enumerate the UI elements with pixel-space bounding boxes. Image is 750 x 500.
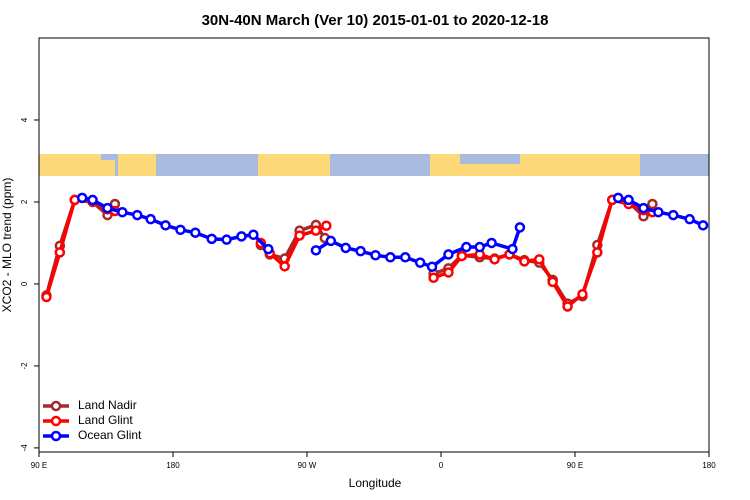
series-point — [474, 241, 485, 253]
y-tick-label: 4 — [20, 117, 29, 122]
series-point — [321, 220, 332, 231]
legend-label: Ocean Glint — [78, 428, 142, 442]
legend-label: Land Nadir — [78, 398, 137, 412]
chart-title: 30N-40N March (Ver 10) 2015-01-01 to 202… — [202, 12, 549, 29]
series-point — [577, 288, 588, 300]
x-axis-label: Longitude — [349, 476, 402, 490]
series-point — [400, 252, 411, 263]
series-point — [443, 249, 454, 260]
x-tick-label: 180 — [702, 461, 716, 470]
series-point — [160, 220, 171, 231]
series-point — [507, 243, 518, 255]
series-point — [117, 206, 128, 218]
series-point — [456, 250, 468, 262]
legend-marker — [50, 400, 62, 412]
series-point — [426, 261, 438, 272]
x-tick-label: 90 W — [298, 461, 317, 470]
series-point — [443, 267, 454, 278]
series-point — [206, 233, 217, 245]
legend-marker — [50, 415, 62, 427]
series-point — [145, 213, 156, 225]
series-point — [41, 291, 52, 303]
map-strip — [39, 154, 709, 176]
series-point — [461, 241, 472, 253]
plot-frame — [38, 37, 710, 453]
series-point — [310, 245, 322, 256]
series-point — [102, 202, 113, 214]
series-point — [428, 272, 439, 284]
series-point — [562, 301, 573, 312]
legend-label: Land Glint — [78, 413, 133, 427]
series-point — [54, 247, 66, 258]
x-tick-label: 90 E — [567, 461, 583, 470]
series-point — [638, 202, 649, 214]
series-point — [279, 261, 290, 272]
series-point — [310, 225, 322, 236]
series-point — [489, 254, 500, 265]
x-tick-label: 180 — [166, 461, 180, 470]
series-point — [623, 194, 634, 206]
series-point — [221, 234, 232, 245]
series-point — [414, 257, 426, 268]
series-point — [486, 237, 497, 249]
y-axis-label: XCO2 - MLO trend (ppm) — [0, 178, 14, 313]
series-point — [697, 220, 709, 231]
x-tick-label: 90 E — [31, 461, 47, 470]
series-point — [385, 252, 396, 263]
series-point — [684, 213, 695, 225]
y-tick-label: -2 — [20, 362, 29, 370]
series-point — [175, 224, 186, 236]
legend-marker — [50, 430, 62, 442]
series-point — [325, 235, 337, 247]
series-point — [514, 222, 526, 233]
y-tick-label: 0 — [20, 281, 29, 286]
series-point — [668, 209, 679, 221]
series-point — [647, 198, 658, 210]
series-point — [236, 231, 247, 242]
y-tick-label: -4 — [20, 444, 29, 452]
series-point — [87, 194, 98, 206]
series-point — [592, 247, 603, 258]
series-point — [370, 249, 381, 261]
series-point — [76, 192, 88, 204]
series-point — [263, 243, 274, 255]
series-point — [248, 229, 259, 241]
series-point — [547, 276, 558, 288]
series-point — [132, 209, 143, 221]
series-point — [519, 256, 530, 267]
series-point — [340, 242, 351, 254]
x-tick-label: 0 — [439, 461, 444, 470]
series-point — [534, 254, 545, 265]
series-point — [653, 206, 664, 218]
series-point — [612, 192, 624, 204]
series-point — [355, 245, 366, 257]
y-tick-label: 2 — [20, 199, 29, 204]
series-point — [190, 227, 201, 238]
series-point — [294, 230, 305, 241]
